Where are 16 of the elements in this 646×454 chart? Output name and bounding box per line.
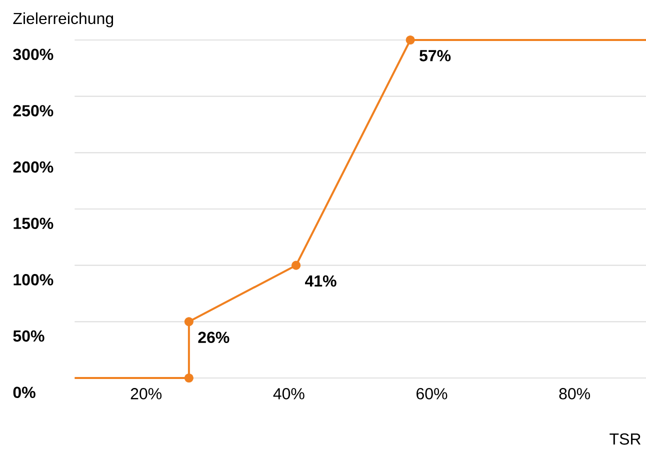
y-axis-title: Zielerreichung: [13, 12, 114, 28]
x-tick-label: 20%: [130, 388, 162, 400]
x-tick-label: 60%: [416, 388, 448, 400]
x-tick-label: 80%: [559, 388, 590, 400]
y-tick-label: 300%: [13, 48, 54, 60]
y-tick-label: 50%: [13, 330, 44, 342]
y-tick-label: 200%: [13, 161, 54, 173]
y-tick-label: 150%: [14, 218, 54, 230]
x-tick-label: 40%: [273, 388, 304, 400]
y-tick-label: 250%: [13, 105, 54, 116]
x-axis-title: TSR: [610, 433, 641, 445]
annotation: 41%: [305, 275, 336, 287]
y-tick-label: 100%: [14, 274, 54, 286]
y-tick-label: 0%: [13, 386, 36, 398]
annotation: 57%: [420, 50, 451, 62]
annotation: 26%: [198, 332, 230, 344]
